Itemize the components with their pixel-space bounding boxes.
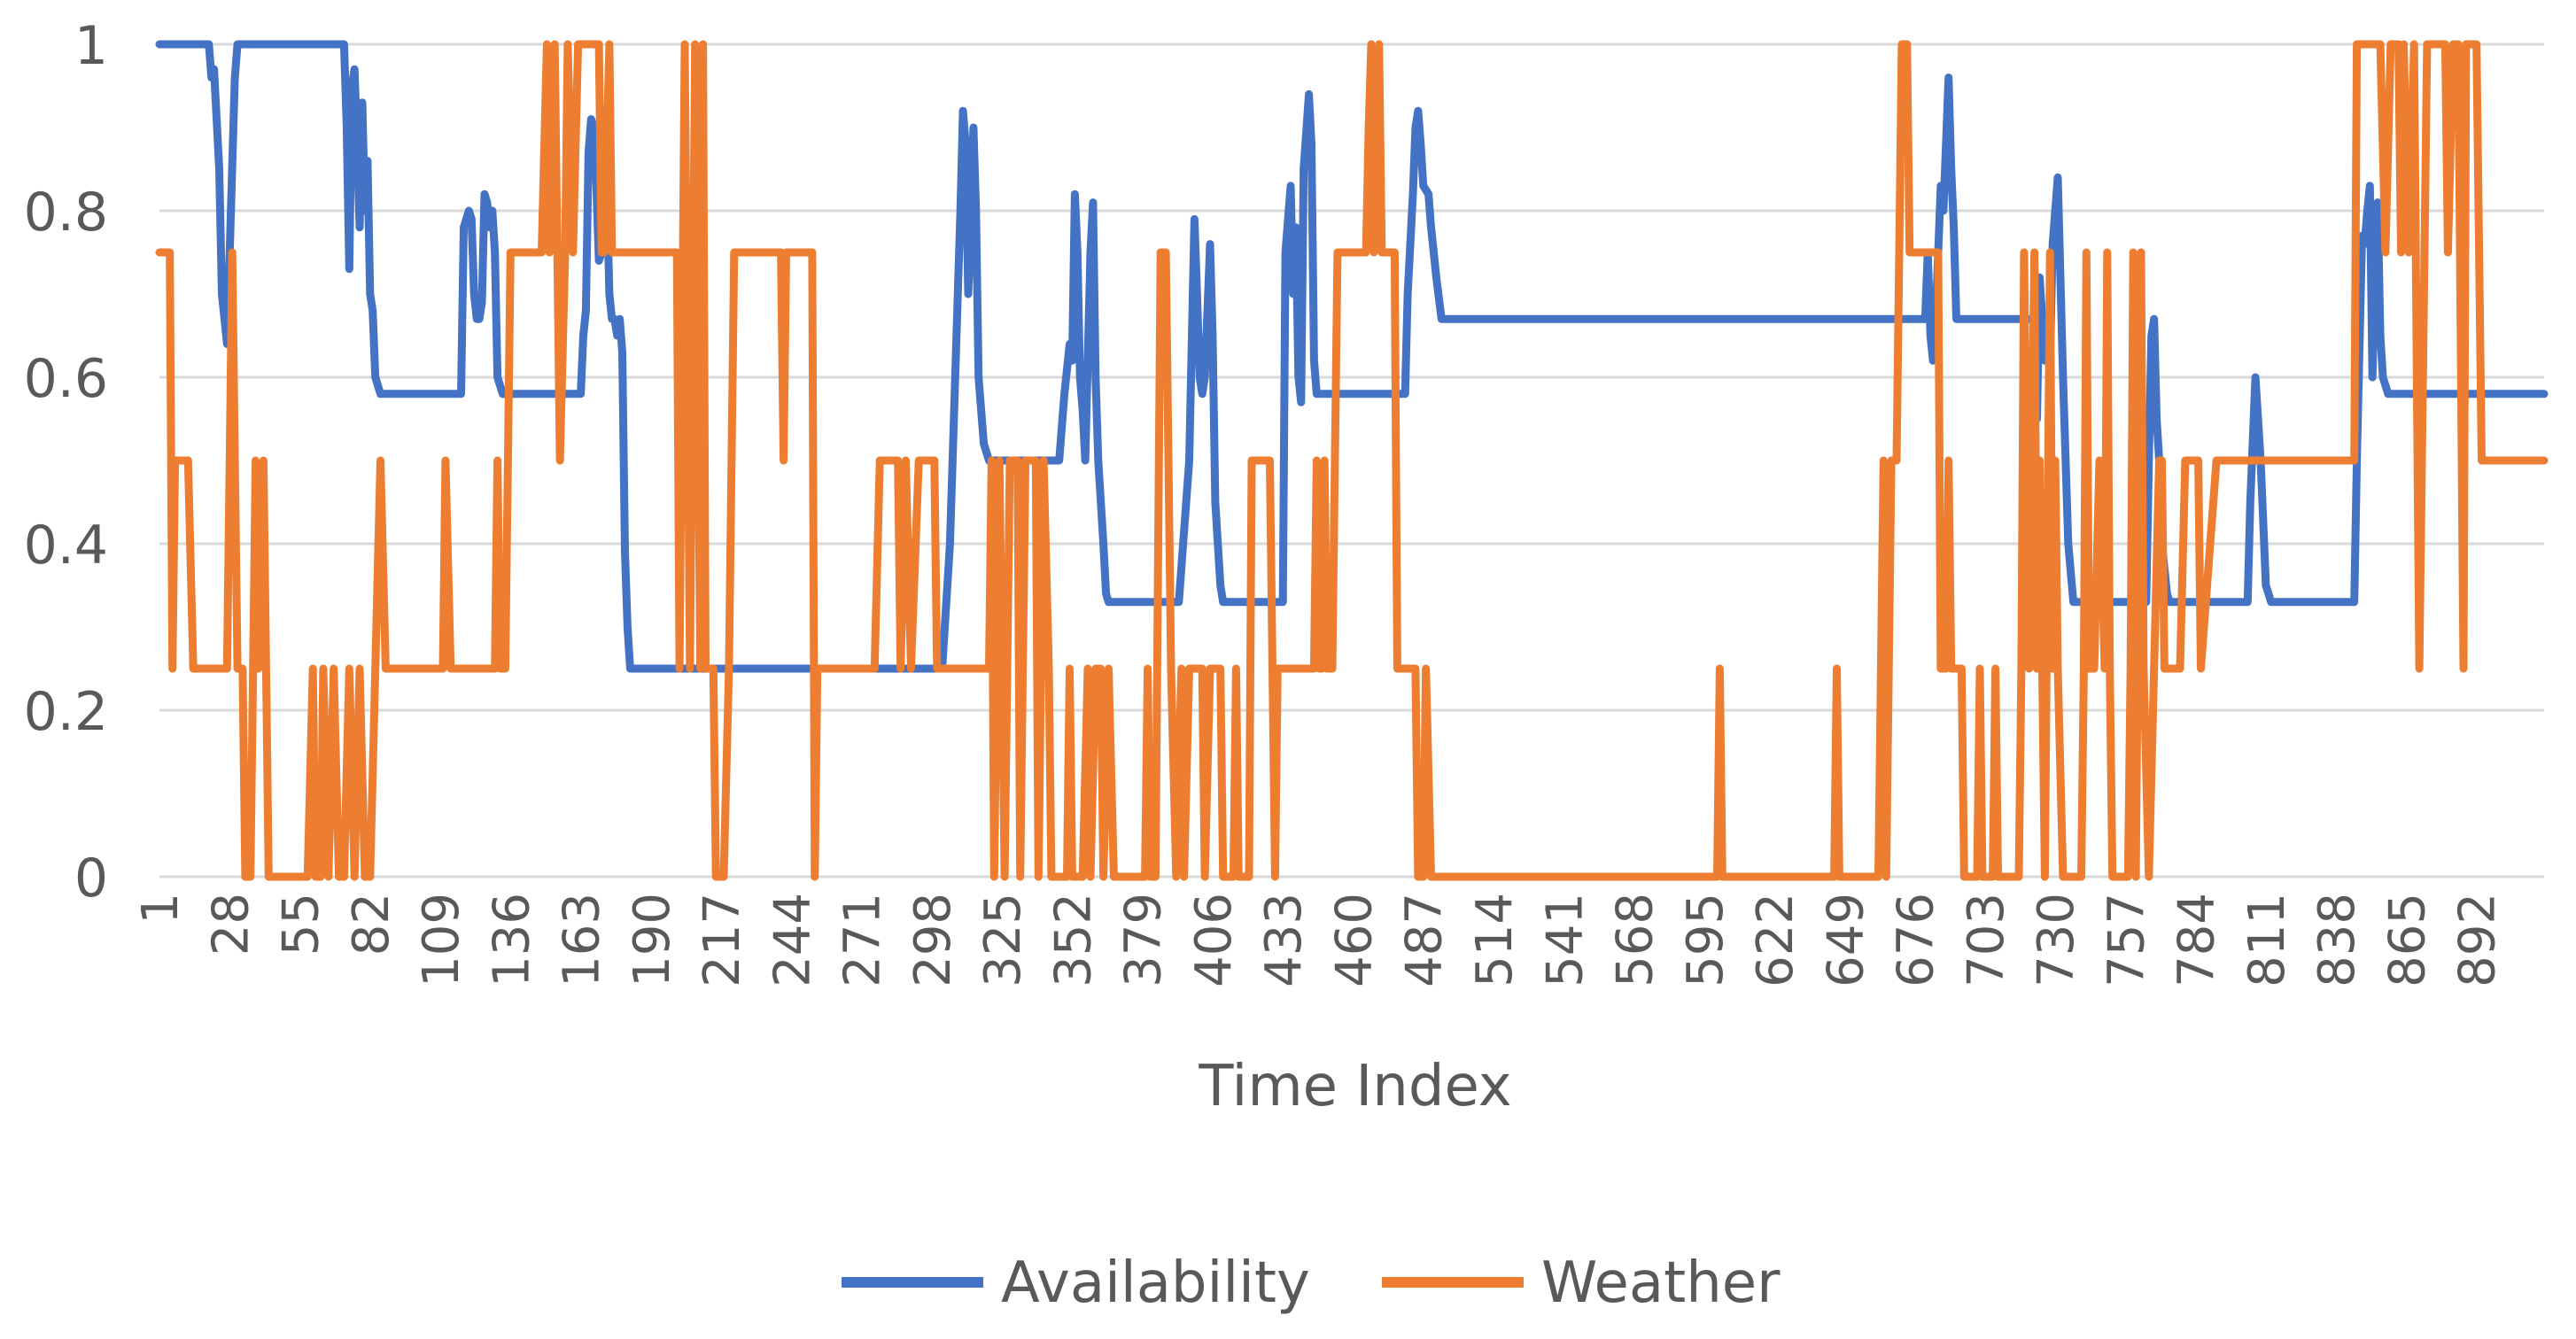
x-tick-label: 217 (694, 893, 751, 987)
x-tick-label: 406 (1185, 893, 1243, 987)
x-tick-label: 109 (413, 893, 470, 987)
x-tick-label: 136 (483, 893, 540, 987)
legend-label-weather: Weather (1541, 1250, 1781, 1316)
y-tick-label: 0.4 (24, 515, 108, 577)
x-tick-label: 784 (2169, 893, 2226, 987)
x-tick-label: 82 (343, 893, 400, 956)
x-tick-label: 190 (624, 893, 681, 987)
y-tick-label: 0.8 (24, 182, 108, 244)
x-tick-label: 55 (273, 893, 330, 956)
y-tick-label: 0.2 (24, 681, 108, 743)
series-lines (155, 40, 2549, 881)
x-tick-label: 433 (1255, 893, 1313, 987)
x-tick-label: 487 (1396, 893, 1454, 987)
x-tick-label: 595 (1677, 893, 1734, 987)
x-tick-label: 163 (554, 893, 611, 987)
y-tick-label: 1 (74, 15, 108, 77)
x-tick-label: 298 (904, 893, 962, 987)
legend: Availability Weather (842, 1250, 1781, 1316)
legend-label-availability: Availability (1001, 1250, 1310, 1316)
x-tick-label: 541 (1536, 893, 1594, 987)
y-tick-label: 0.6 (24, 348, 108, 410)
x-tick-label: 757 (2098, 893, 2155, 987)
x-tick-label: 892 (2449, 893, 2507, 987)
x-tick-label: 676 (1888, 893, 1945, 987)
x-tick-label: 28 (202, 893, 260, 956)
x-tick-label: 379 (1115, 893, 1173, 987)
x-tick-label: 703 (1958, 893, 2015, 987)
x-tick-label: 514 (1466, 893, 1524, 987)
x-tick-label: 325 (974, 893, 1032, 987)
x-tick-label: 622 (1747, 893, 1804, 987)
x-tick-label: 649 (1817, 893, 1874, 987)
x-tick-label: 271 (834, 893, 892, 987)
x-tick-label: 811 (2238, 893, 2296, 987)
x-tick-label: 352 (1044, 893, 1102, 987)
x-tick-label: 244 (764, 893, 821, 987)
series-line-availability (155, 40, 2549, 673)
y-tick-label: 0 (74, 848, 108, 909)
y-axis-ticks: 0 0.2 0.4 0.6 0.8 1 (24, 15, 108, 909)
x-tick-label: 865 (2378, 893, 2436, 987)
x-tick-label: 1 (132, 893, 190, 925)
x-axis-title: Time Index (1198, 1054, 1511, 1119)
x-tick-label: 730 (2028, 893, 2085, 987)
x-tick-label: 568 (1607, 893, 1664, 987)
x-tick-label: 838 (2308, 893, 2366, 987)
x-tick-label: 460 (1325, 893, 1383, 987)
x-axis-ticks: 1 28 55 82 109 136 163 190 217 244 271 298 325 352 379… (132, 893, 2507, 987)
series-line-weather (155, 40, 2549, 881)
